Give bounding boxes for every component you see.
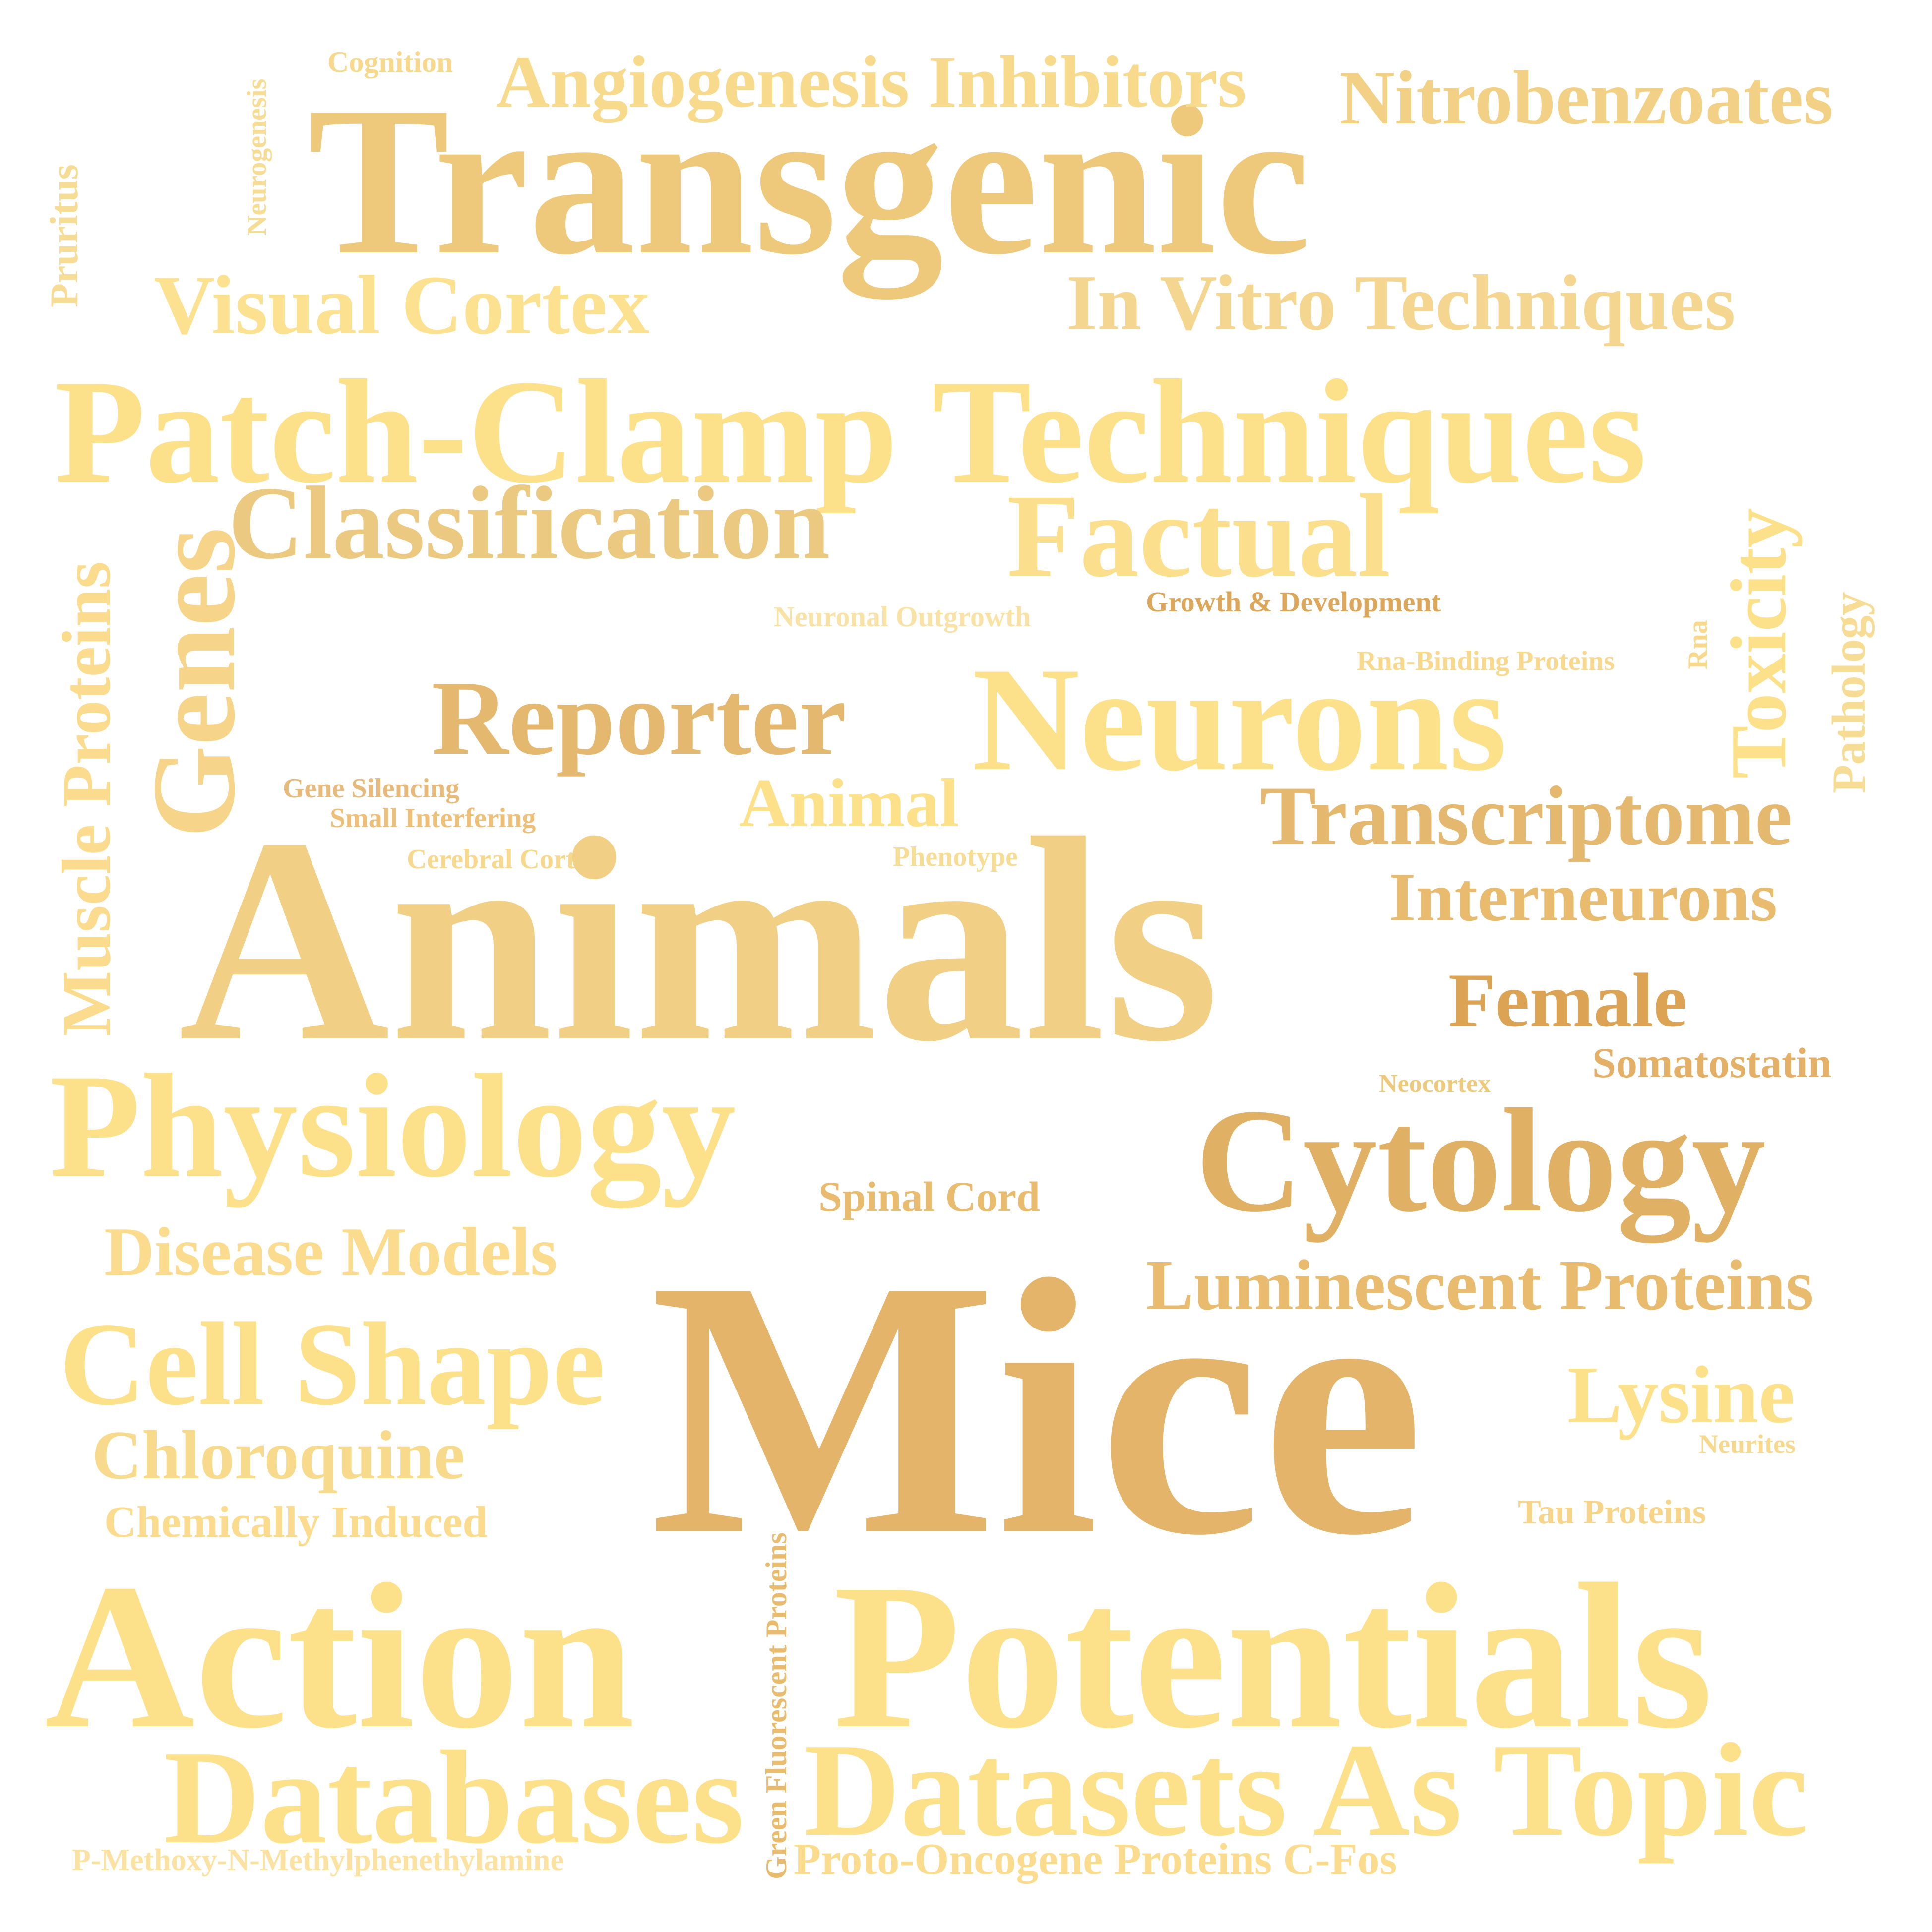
word-factual: Factual: [1007, 470, 1391, 602]
word-somatostatin: Somatostatin: [1592, 1039, 1832, 1087]
word-datasets-as-topic: Datasets As Topic: [804, 1716, 1808, 1864]
word-transcriptome: Transcriptome: [1260, 769, 1793, 862]
word-rna-binding-proteins: Rna-Binding Proteins: [1357, 646, 1615, 676]
word-chemically-induced: Chemically Induced: [104, 1498, 488, 1547]
word-neuronal-outgrowth: Neuronal Outgrowth: [774, 601, 1031, 633]
word-neurons: Neurons: [972, 637, 1507, 801]
word-cytology: Cytology: [1195, 1078, 1766, 1243]
word-nitrobenzoates: Nitrobenzoates: [1339, 55, 1833, 140]
word-transgenic: Transgenic: [308, 63, 1311, 299]
word-phenotype: Phenotype: [893, 842, 1018, 872]
word-action: Action: [45, 1541, 635, 1771]
word-in-vitro-techniques: In Vitro Techniques: [1066, 258, 1736, 347]
word-pruritus: Pruritus: [43, 164, 86, 307]
word-lysine: Lysine: [1567, 1349, 1795, 1440]
word-neurites: Neurites: [1699, 1429, 1796, 1459]
word-proto-oncogene-proteins-c-fos: Proto-Oncogene Proteins C-Fos: [794, 1835, 1397, 1884]
word-p-methoxy-n-methylphenethylamine: P-Methoxy-N-Methylphenethylamine: [72, 1843, 564, 1877]
word-female: Female: [1448, 958, 1687, 1043]
word-luminescent-proteins: Luminescent Proteins: [1146, 1246, 1814, 1325]
word-animals: Animals: [179, 778, 1220, 1102]
word-rna: Rna: [1683, 620, 1713, 669]
word-physiology: Physiology: [50, 1043, 736, 1208]
word-angiogenesis-inhibitors: Angiogenesis Inhibitors: [496, 41, 1246, 123]
word-neurogenesis: Neurogenesis: [242, 78, 272, 236]
word-disease-models: Disease Models: [104, 1213, 558, 1290]
word-toxicity: Toxicity: [1714, 508, 1803, 779]
word-databases: Databases: [164, 1723, 745, 1872]
word-cognition: Cognition: [327, 46, 453, 78]
word-small-interfering: Small Interfering: [330, 803, 536, 834]
word-cerebral-cortex: Cerebral Cortex: [407, 844, 602, 875]
word-cell-shape: Cell Shape: [60, 1298, 606, 1430]
word-interneurons: Interneurons: [1389, 859, 1778, 936]
word-pathology: Pathology: [1822, 592, 1875, 793]
word-neocortex: Neocortex: [1379, 1070, 1491, 1098]
word-visual-cortex: Visual Cortex: [154, 258, 650, 352]
word-patch-clamp-techniques: Patch-Clamp Techniques: [55, 349, 1646, 514]
word-tau-proteins: Tau Proteins: [1518, 1493, 1706, 1531]
word-muscle-proteins: Muscle Proteins: [48, 561, 125, 1036]
word-mice: Mice: [650, 1205, 1424, 1611]
word-animal: Animal: [739, 765, 959, 842]
word-spinal-cord: Spinal Cord: [818, 1173, 1040, 1220]
word-reporter: Reporter: [432, 659, 846, 777]
word-gene-silencing: Gene Silencing: [283, 773, 460, 804]
word-chloroquine: Chloroquine: [92, 1417, 465, 1494]
word-potentials: Potentials: [833, 1541, 1713, 1771]
word-classification: Classification: [228, 466, 830, 581]
word-growth-development: Growth & Development: [1146, 586, 1441, 618]
word-green-fluorescent-proteins: Green Fluorescent Proteins: [760, 1532, 793, 1879]
